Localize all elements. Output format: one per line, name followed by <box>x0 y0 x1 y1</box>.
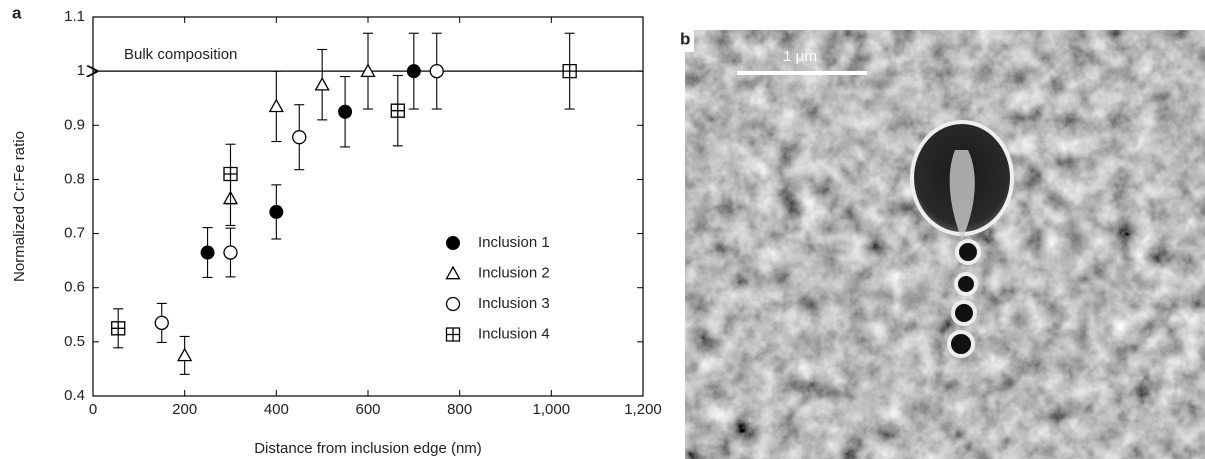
legend-marker <box>445 296 461 312</box>
x-tick-label: 800 <box>447 401 472 418</box>
x-tick-label: 400 <box>264 401 289 418</box>
legend-marker <box>445 265 461 280</box>
legend-label: Inclusion 4 <box>478 325 550 342</box>
point <box>292 130 307 145</box>
point <box>223 245 238 260</box>
y-tick-label: 0.7 <box>64 225 85 242</box>
point <box>177 347 193 362</box>
point <box>268 98 284 113</box>
pore <box>947 330 975 358</box>
point <box>154 315 169 331</box>
pore <box>954 272 978 296</box>
y-tick-label: 0.5 <box>64 333 85 350</box>
x-tick-label: 600 <box>355 401 380 418</box>
x-axis-label: Distance from inclusion edge (nm) <box>254 440 482 457</box>
y-tick-label: 0.6 <box>64 279 85 296</box>
y-tick-label: 1 <box>77 62 85 79</box>
y-axis-label: Normalized Cr:Fe ratio <box>11 131 28 282</box>
legend-marker <box>445 327 461 342</box>
x-tick-label: 1,200 <box>624 401 662 418</box>
point <box>406 64 421 79</box>
point <box>223 166 238 182</box>
annotation: Bulk composition <box>124 46 237 63</box>
y-tick-label: 0.8 <box>64 170 85 187</box>
point <box>562 63 577 79</box>
pore <box>951 300 977 326</box>
label-bg <box>678 30 694 52</box>
y-tick-label: 0.4 <box>64 387 85 404</box>
y-tick-label: 0.9 <box>64 116 85 133</box>
y-tick-label: 1.1 <box>64 8 85 25</box>
point <box>429 63 444 79</box>
point <box>314 76 330 91</box>
pore <box>955 239 981 265</box>
legend-label: Inclusion 3 <box>478 295 550 312</box>
panel-label: a <box>12 3 22 22</box>
point <box>390 103 405 118</box>
x-tick-label: 0 <box>89 401 97 418</box>
micrograph: 1 μm b <box>678 29 1205 459</box>
legend-label: Inclusion 1 <box>478 234 550 251</box>
point <box>269 204 284 219</box>
micrograph-texture <box>685 30 1205 459</box>
point <box>360 63 376 77</box>
legend-marker <box>446 236 460 250</box>
panel-label: b <box>680 29 690 48</box>
point <box>338 104 353 119</box>
x-tick-label: 1,000 <box>533 401 571 418</box>
legend-label: Inclusion 2 <box>478 264 550 281</box>
point <box>111 321 126 336</box>
pit-texture <box>949 150 975 240</box>
x-tick-label: 200 <box>172 401 197 418</box>
point <box>200 245 215 260</box>
scale-bar-label: 1 μm <box>783 48 817 65</box>
